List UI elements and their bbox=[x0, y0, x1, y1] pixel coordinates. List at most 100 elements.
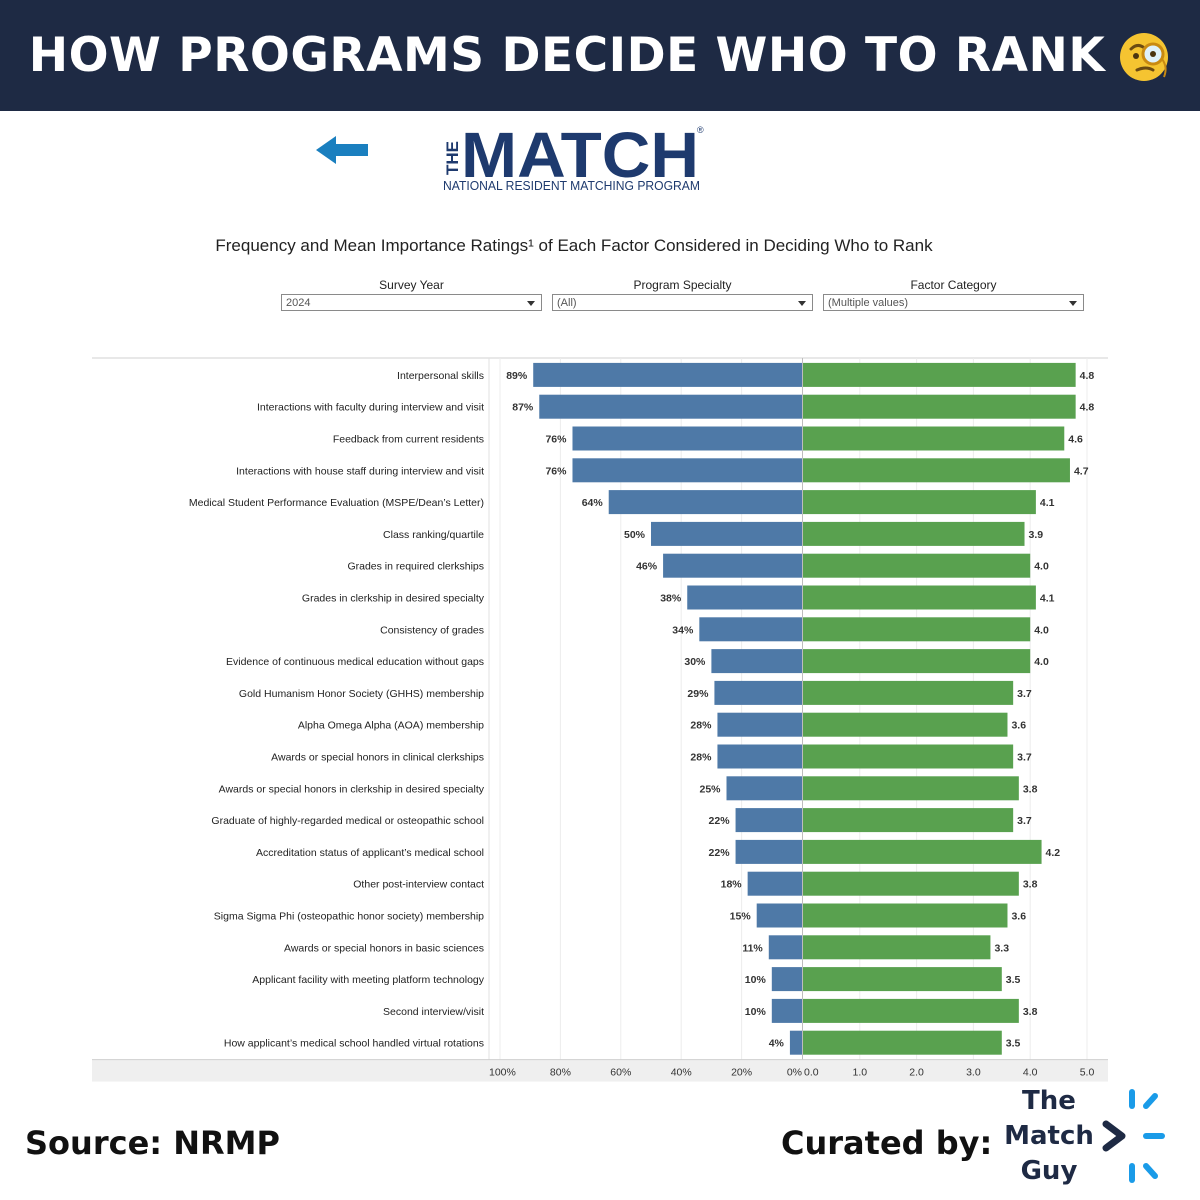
frequency-bar bbox=[756, 903, 802, 928]
chart-title: Frequency and Mean Importance Ratings¹ o… bbox=[215, 236, 933, 255]
logo-match: MATCH bbox=[461, 119, 699, 191]
left-arrow-icon[interactable] bbox=[316, 136, 368, 164]
frequency-label: 30% bbox=[684, 656, 706, 668]
sparkle-arrow-icon bbox=[1102, 1089, 1165, 1183]
frequency-label: 38% bbox=[660, 593, 682, 605]
chevron-down-icon bbox=[1069, 301, 1077, 306]
importance-bar bbox=[803, 903, 1008, 928]
frequency-bar bbox=[717, 744, 802, 769]
category-label: Evidence of continuous medical education… bbox=[226, 656, 484, 668]
frequency-bar bbox=[714, 680, 802, 705]
axis-tick-label: 0% bbox=[787, 1067, 802, 1079]
filter-survey-year: Survey Year 2024 bbox=[281, 278, 542, 311]
frequency-label: 64% bbox=[582, 497, 604, 509]
frequency-bar bbox=[735, 839, 802, 864]
importance-bar bbox=[803, 490, 1036, 515]
axis-tick-label: 100% bbox=[489, 1067, 516, 1079]
importance-label: 4.1 bbox=[1040, 497, 1055, 509]
frequency-label: 50% bbox=[624, 529, 646, 541]
importance-label: 4.0 bbox=[1034, 656, 1049, 668]
importance-label: 3.6 bbox=[1011, 911, 1026, 923]
importance-label: 4.0 bbox=[1034, 561, 1049, 573]
frequency-bar bbox=[608, 490, 802, 515]
importance-label: 4.7 bbox=[1074, 465, 1089, 477]
factor-chart: Interpersonal skills 89% 4.8 Interactions w… bbox=[92, 357, 1108, 1082]
match-logo: THE MATCH ® NATIONAL RESIDENT MATCHING P… bbox=[443, 119, 704, 193]
importance-bar bbox=[803, 712, 1008, 737]
importance-bar bbox=[803, 394, 1076, 419]
category-label: Applicant facility with meeting platform… bbox=[252, 974, 484, 986]
frequency-bar bbox=[726, 776, 802, 801]
filter-factor-category: Factor Category (Multiple values) bbox=[823, 278, 1084, 311]
factor-category-dropdown[interactable]: (Multiple values) bbox=[823, 294, 1084, 311]
axis-tick-label: 1.0 bbox=[852, 1067, 867, 1079]
chevron-down-icon bbox=[527, 301, 535, 306]
logo-subtitle: NATIONAL RESIDENT MATCHING PROGRAM bbox=[443, 179, 700, 193]
brand-line: Match bbox=[1004, 1121, 1094, 1151]
filter-program-specialty: Program Specialty (All) bbox=[552, 278, 813, 311]
frequency-label: 76% bbox=[545, 434, 567, 446]
face-with-monocle-icon bbox=[1120, 32, 1169, 81]
category-label: Other post-interview contact bbox=[353, 879, 484, 891]
frequency-label: 25% bbox=[699, 783, 721, 795]
importance-label: 4.0 bbox=[1034, 624, 1049, 636]
program-specialty-dropdown[interactable]: (All) bbox=[552, 294, 813, 311]
importance-label: 3.8 bbox=[1023, 1006, 1038, 1018]
dropdown-value: 2024 bbox=[286, 297, 311, 309]
dropdown-value: (Multiple values) bbox=[828, 297, 909, 309]
header-banner: HOW PROGRAMS DECIDE WHO TO RANK bbox=[0, 0, 1200, 111]
importance-bar bbox=[803, 808, 1014, 833]
importance-label: 3.8 bbox=[1023, 783, 1038, 795]
frequency-label: 22% bbox=[709, 815, 731, 827]
importance-label: 3.3 bbox=[994, 942, 1009, 954]
frequency-label: 76% bbox=[545, 465, 567, 477]
frequency-bar bbox=[771, 967, 802, 992]
brand-name: The Match Guy bbox=[1004, 1084, 1094, 1189]
importance-bar bbox=[803, 839, 1042, 864]
importance-bar bbox=[803, 426, 1065, 451]
importance-bar bbox=[803, 521, 1025, 546]
frequency-bar bbox=[768, 935, 802, 960]
source-text: Source: NRMP bbox=[25, 1124, 280, 1162]
survey-year-dropdown[interactable]: 2024 bbox=[281, 294, 542, 311]
category-label: Gold Humanism Honor Society (GHHS) membe… bbox=[239, 688, 484, 700]
importance-label: 3.7 bbox=[1017, 688, 1032, 700]
importance-bar bbox=[803, 362, 1076, 387]
frequency-label: 4% bbox=[769, 1038, 785, 1050]
category-label: Medical Student Performance Evaluation (… bbox=[189, 497, 484, 509]
importance-label: 3.8 bbox=[1023, 879, 1038, 891]
axis-tick-label: 0.0 bbox=[804, 1067, 819, 1079]
category-label: How applicant’s medical school handled v… bbox=[224, 1038, 484, 1050]
frequency-label: 10% bbox=[745, 1006, 767, 1018]
frequency-bar bbox=[663, 553, 802, 578]
importance-bar bbox=[803, 553, 1031, 578]
frequency-bar bbox=[699, 617, 802, 642]
importance-bar bbox=[803, 998, 1019, 1023]
importance-bar bbox=[803, 585, 1036, 610]
importance-label: 3.7 bbox=[1017, 752, 1032, 764]
axis-tick-label: 4.0 bbox=[1023, 1067, 1038, 1079]
frequency-bar bbox=[735, 808, 802, 833]
frequency-bar bbox=[717, 712, 802, 737]
importance-bar bbox=[803, 649, 1031, 674]
category-label: Awards or special honors in clerkship in… bbox=[219, 783, 485, 795]
axis-tick-label: 2.0 bbox=[909, 1067, 924, 1079]
frequency-label: 15% bbox=[730, 911, 752, 923]
importance-bar bbox=[803, 935, 991, 960]
importance-bar bbox=[803, 458, 1070, 483]
curated-label: Curated by: bbox=[781, 1124, 993, 1162]
importance-label: 4.1 bbox=[1040, 593, 1055, 605]
frequency-bar bbox=[687, 585, 802, 610]
filter-label: Factor Category bbox=[910, 278, 997, 292]
dropdown-value: (All) bbox=[557, 297, 577, 309]
category-label: Grades in required clerkships bbox=[347, 561, 484, 573]
frequency-bar bbox=[651, 521, 802, 546]
frequency-bar bbox=[533, 362, 802, 387]
importance-label: 3.9 bbox=[1029, 529, 1044, 541]
category-label: Consistency of grades bbox=[380, 624, 484, 636]
axis-tick-label: 60% bbox=[610, 1067, 631, 1079]
importance-bar bbox=[803, 1030, 1002, 1055]
category-label: Alpha Omega Alpha (AOA) membership bbox=[298, 720, 484, 732]
frequency-label: 18% bbox=[721, 879, 743, 891]
filter-label: Survey Year bbox=[379, 278, 444, 292]
